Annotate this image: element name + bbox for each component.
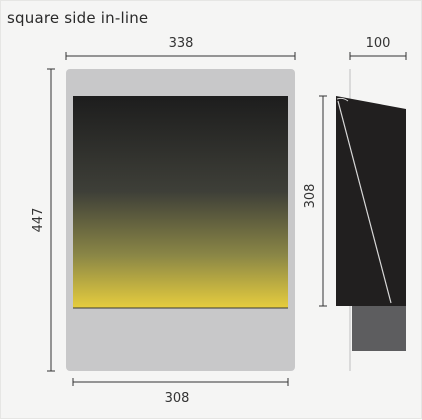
diagram-title: square side in-line [7,9,149,27]
front-light-panel [73,96,288,308]
panel-height-label: 308 [303,184,318,209]
side-body [336,96,406,306]
overall-height-label: 447 [31,208,46,233]
dimension-overall-width: 338 [65,36,296,60]
side-view [336,69,406,371]
depth-label: 100 [366,36,391,51]
side-post [352,306,406,351]
dimension-depth: 100 [349,36,407,60]
overall-width-label: 338 [169,36,194,51]
dimension-overall-height: 447 [31,68,55,372]
side-flap-line [337,100,392,304]
dimension-panel-height: 308 [303,95,327,307]
front-view [66,69,295,371]
panel-width-label: 308 [165,391,190,406]
dimension-panel-width: 308 [72,378,289,406]
side-hinge [336,97,349,102]
